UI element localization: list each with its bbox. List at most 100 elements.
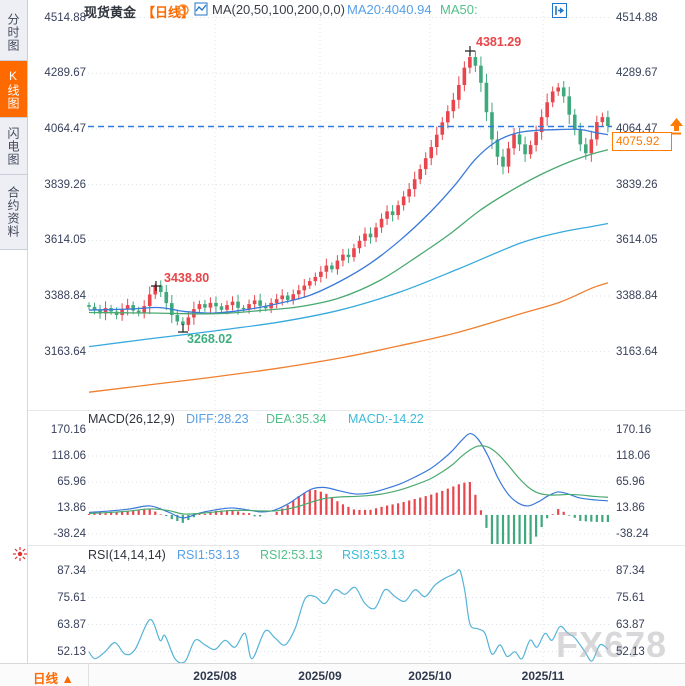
price-axis-label-right: 4289.67 bbox=[616, 67, 658, 80]
candle-body bbox=[352, 248, 356, 258]
price-axis-label-left: 4289.67 bbox=[44, 67, 86, 80]
price-axis-label-left: 4064.47 bbox=[44, 122, 86, 135]
candle-body bbox=[291, 294, 296, 300]
candle-body bbox=[274, 299, 279, 303]
rsi-axis-label-left: 75.61 bbox=[57, 591, 86, 604]
candle-body bbox=[545, 102, 549, 118]
sidebar-tab-3[interactable]: 闪电图 bbox=[0, 118, 28, 175]
candle-body bbox=[440, 122, 445, 135]
candle-body bbox=[147, 294, 152, 307]
rsi-axis-label-right: 63.87 bbox=[616, 618, 645, 631]
candle-body bbox=[528, 145, 533, 155]
candle-body bbox=[457, 84, 461, 100]
rsi2-value: RSI2:53.13 bbox=[260, 548, 323, 562]
rsi-axis-label-left: 87.34 bbox=[57, 564, 86, 577]
candle-body bbox=[418, 169, 422, 180]
candle-body bbox=[589, 139, 594, 154]
macd-axis-label-right: 170.16 bbox=[616, 424, 652, 436]
price-axis-label-right: 3839.26 bbox=[616, 178, 658, 191]
macd-dea-value: DEA:35.34 bbox=[266, 412, 327, 426]
sun-icon bbox=[13, 547, 27, 561]
candle-body bbox=[451, 99, 456, 112]
macd-axis-label-left: 13.86 bbox=[57, 502, 86, 514]
candle-body bbox=[429, 147, 434, 159]
candle-body bbox=[98, 310, 102, 314]
sidebar-tab-1[interactable]: 分时图 bbox=[0, 4, 28, 61]
candle-body bbox=[346, 254, 351, 258]
candle-body bbox=[379, 218, 384, 228]
candle-body bbox=[468, 57, 472, 68]
candle-body bbox=[203, 304, 207, 308]
macd-dea-line bbox=[88, 445, 609, 515]
macd-axis-label-right: 65.96 bbox=[616, 476, 645, 488]
rsi-axis-label-right: 75.61 bbox=[616, 591, 645, 604]
macd-axis-label-right: 118.06 bbox=[616, 450, 651, 462]
rsi1-value: RSI1:53.13 bbox=[177, 548, 240, 562]
date-label: 2025/11 bbox=[521, 669, 565, 683]
macd-axis-label-left: 170.16 bbox=[50, 424, 86, 436]
price-axis-label-left: 3614.05 bbox=[44, 234, 86, 247]
candle-body bbox=[158, 285, 163, 293]
candle-body bbox=[501, 156, 505, 167]
ma-indicator-label: MA(20,50,100,200,0,0) bbox=[212, 2, 345, 17]
period-selector[interactable]: 日线 ▲ bbox=[33, 672, 74, 686]
candle-body bbox=[296, 290, 301, 295]
candle-body bbox=[175, 315, 180, 322]
period-tag: 【日线】 bbox=[142, 5, 195, 20]
candle-body bbox=[285, 295, 290, 300]
candle-body bbox=[186, 317, 191, 325]
candle-body bbox=[335, 260, 340, 270]
line-chart-icon[interactable] bbox=[194, 2, 208, 16]
candle-body bbox=[236, 301, 240, 308]
macd-diff-line bbox=[88, 432, 609, 519]
ma20-value: MA20:4040.94 bbox=[347, 2, 432, 17]
date-label: 2025/10 bbox=[408, 669, 452, 683]
candle-body bbox=[578, 129, 583, 145]
rsi-axis-label-right: 87.34 bbox=[616, 564, 645, 577]
candle-body bbox=[181, 321, 185, 325]
high-marker-cross bbox=[151, 281, 161, 291]
price-axis-label-left: 3839.26 bbox=[44, 178, 86, 191]
ma-line-ma200 bbox=[88, 282, 609, 393]
candle-body bbox=[330, 265, 334, 270]
candle-body bbox=[263, 305, 268, 309]
candle-body bbox=[241, 307, 246, 310]
sidebar-tab-2[interactable]: K线图 bbox=[0, 61, 28, 118]
candle-body bbox=[214, 302, 218, 307]
watermark: FX678 bbox=[556, 624, 668, 665]
candle-body bbox=[423, 158, 428, 170]
candle-body bbox=[534, 131, 538, 146]
candle-body bbox=[142, 306, 146, 313]
candle-body bbox=[556, 87, 560, 92]
candle-body bbox=[434, 134, 439, 148]
candle-body bbox=[363, 233, 367, 241]
candle-body bbox=[280, 295, 284, 300]
candle-body bbox=[374, 227, 378, 238]
candle-body bbox=[252, 300, 257, 305]
sidebar-tab-4[interactable]: 合约资料 bbox=[0, 175, 28, 250]
candle-body bbox=[357, 240, 362, 249]
candle-body bbox=[484, 82, 489, 113]
rsi-axis-label-left: 52.13 bbox=[57, 645, 86, 658]
pan-exit-icon[interactable] bbox=[552, 3, 567, 18]
minus-circle-icon[interactable] bbox=[177, 4, 189, 16]
candle-body bbox=[495, 139, 500, 157]
candle-body bbox=[390, 211, 395, 216]
rsi-indicator-label: RSI(14,14,14) bbox=[88, 548, 166, 562]
date-label: 2025/09 bbox=[298, 669, 342, 683]
candle-body bbox=[125, 305, 130, 310]
candle-body bbox=[506, 148, 511, 167]
ma-line-ma100 bbox=[88, 222, 609, 348]
price-axis-label-right: 4514.88 bbox=[616, 11, 658, 24]
candle-body bbox=[230, 301, 235, 306]
low-marker bbox=[178, 324, 188, 333]
candle-body bbox=[396, 205, 400, 216]
candle-body bbox=[131, 305, 135, 311]
current-price-badge: 4075.92 bbox=[612, 132, 672, 151]
candle-body bbox=[368, 233, 373, 238]
price-axis-label-right: 4064.47 bbox=[616, 122, 658, 135]
candle-body bbox=[103, 308, 108, 314]
candle-body bbox=[308, 281, 312, 286]
